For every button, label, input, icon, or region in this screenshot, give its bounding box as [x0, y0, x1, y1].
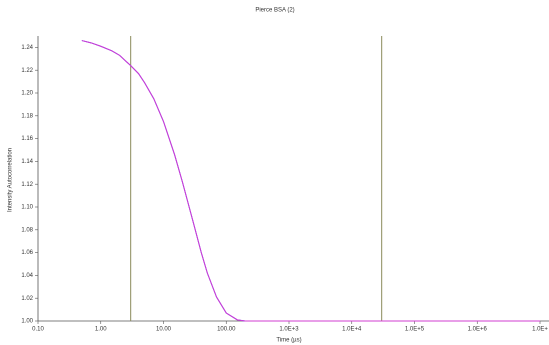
- x-tick-label: 1.0E+5: [405, 327, 425, 333]
- line-series: [81, 40, 540, 322]
- y-tick-label: 1.04: [21, 273, 33, 279]
- line-series: [81, 40, 540, 322]
- y-tick-label: 1.02: [21, 296, 33, 302]
- y-axis-label: Intensity Autocorrelation: [8, 148, 14, 212]
- x-tick-label: 10.00: [156, 327, 172, 333]
- x-tick-label: 1.0E+: [532, 327, 548, 333]
- y-tick-label: 1.24: [21, 45, 33, 51]
- y-tick-label: 1.08: [21, 227, 33, 233]
- x-tick-label: 1.0E+3: [279, 327, 299, 333]
- y-tick-label: 1.10: [21, 205, 33, 211]
- x-tick-label: 0.10: [32, 327, 44, 333]
- chart-title: Pierce BSA (2): [255, 8, 294, 14]
- x-tick-label: 1.0E+4: [342, 327, 362, 333]
- y-tick-label: 1.12: [21, 182, 33, 188]
- y-tick-label: 1.20: [21, 91, 33, 97]
- y-tick-label: 1.06: [21, 250, 33, 256]
- x-tick-label: 1.00: [95, 327, 107, 333]
- y-tick-label: 1.18: [21, 113, 33, 119]
- y-tick-label: 1.22: [21, 68, 33, 74]
- y-tick-label: 1.14: [21, 159, 33, 165]
- x-tick-label: 1.0E+6: [468, 327, 488, 333]
- x-tick-label: 100.00: [217, 327, 236, 333]
- y-tick-label: 1.16: [21, 136, 33, 142]
- x-axis-label: Time (µs): [276, 338, 301, 344]
- y-tick-label: 1.00: [21, 319, 33, 325]
